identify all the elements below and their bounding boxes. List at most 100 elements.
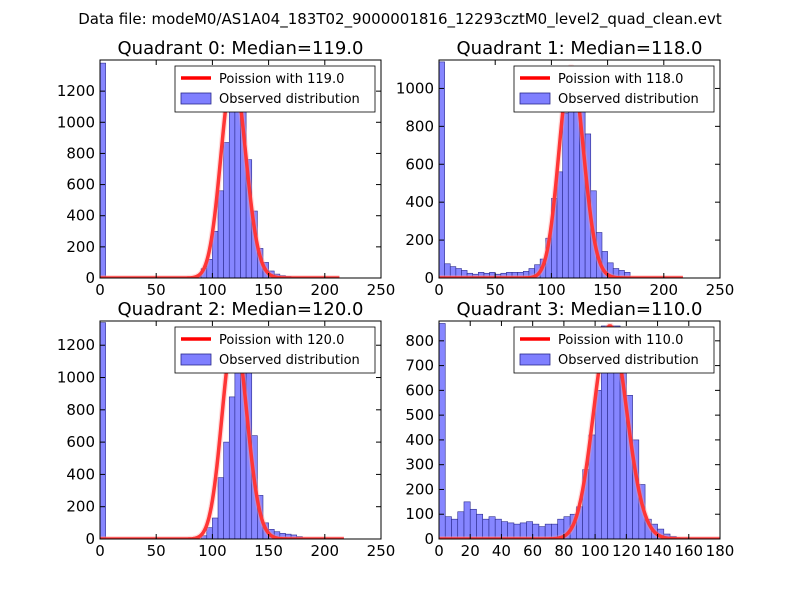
x-tick-label: 100 [198, 281, 227, 299]
legend-bar-swatch [180, 92, 212, 105]
histogram-bar [223, 142, 230, 278]
y-tick-label: 0 [424, 530, 434, 548]
histogram-bar [463, 501, 471, 539]
x-tick-label: 50 [147, 542, 166, 560]
subplot-2: Quadrant 2: Median=120.0 0 50 100 150 200 250 0… [57, 299, 396, 560]
histogram-bar [223, 441, 230, 539]
x-tick-label: 160 [674, 542, 703, 560]
histogram-bar [562, 112, 569, 278]
y-tick-label: 1200 [57, 82, 95, 100]
legend-label-observed: Observed distribution [219, 353, 360, 368]
y-tick-label: 800 [66, 144, 95, 162]
subplot-title: Quadrant 1: Median=118.0 [457, 38, 703, 59]
y-tick-label: 400 [66, 465, 95, 483]
histogram-bar [439, 61, 445, 278]
poisson-curve [439, 65, 684, 278]
y-tick-label: 600 [66, 433, 95, 451]
x-tick-label: 150 [593, 281, 622, 299]
x-tick-label: 100 [581, 542, 610, 560]
figure-title: Data file: modeM0/AS1A04_183T02_90000018… [78, 10, 722, 29]
x-tick-label: 60 [523, 542, 542, 560]
histogram-bar [476, 513, 484, 539]
x-tick-label: 250 [367, 281, 396, 299]
histogram-bar [457, 511, 465, 539]
x-tick-label: 200 [310, 281, 339, 299]
legend-label-poisson: Poission with 120.0 [219, 333, 344, 348]
subplot-0: Quadrant 0: Median=119.0 0 50 100 150 200 250 0… [57, 38, 396, 299]
x-tick-label: 50 [486, 281, 505, 299]
y-tick-label: 300 [405, 456, 434, 474]
legend-bar-swatch [519, 92, 551, 105]
y-tick-label: 800 [405, 117, 434, 135]
legend-label-observed: Observed distribution [558, 92, 699, 107]
subplots: Quadrant 0: Median=119.00 50 100 150 200 2500… [57, 38, 735, 560]
y-tick-label: 500 [405, 406, 434, 424]
legend-label-poisson: Poission with 110.0 [558, 333, 683, 348]
y-tick-label: 0 [424, 269, 434, 287]
y-tick-label: 1000 [57, 113, 95, 131]
x-tick-label: 0 [434, 281, 444, 299]
x-tick-label: 0 [95, 542, 105, 560]
y-tick-label: 0 [85, 530, 95, 548]
legend: Poission with 110.0 Observed distribution [513, 326, 715, 374]
legend: Poission with 118.0 Observed distribution [513, 65, 715, 113]
y-tick-label: 200 [405, 480, 434, 498]
x-tick-label: 100 [198, 542, 227, 560]
legend-label-observed: Observed distribution [219, 92, 360, 107]
y-tick-label: 700 [405, 357, 434, 375]
histogram-bar [212, 517, 219, 539]
legend-label-poisson: Poission with 119.0 [219, 72, 344, 87]
subplot-title: Quadrant 3: Median=110.0 [457, 299, 703, 320]
axes-frame [438, 59, 721, 279]
subplot-1: Quadrant 1: Median=118.0 0 50 100 150 200 250 0… [396, 38, 735, 299]
histogram-bar [217, 477, 224, 539]
histogram-bar [228, 101, 236, 278]
y-tick-label: 100 [405, 505, 434, 523]
x-tick-label: 200 [310, 542, 339, 560]
histogram-bar [228, 396, 236, 539]
subplot-title: Quadrant 0: Median=119.0 [118, 38, 364, 59]
y-tick-label: 200 [405, 231, 434, 249]
subplot-3: Quadrant 3: Median=110.00 20 40 60 80 100 120 1… [405, 299, 734, 560]
y-tick-label: 200 [66, 498, 95, 516]
x-tick-label: 50 [147, 281, 166, 299]
histogram-bar [469, 508, 477, 539]
legend-bar-swatch [180, 353, 212, 366]
histogram-bar [439, 323, 446, 539]
histogram-bar [444, 516, 452, 539]
x-tick-label: 20 [461, 542, 480, 560]
y-tick-label: 400 [405, 193, 434, 211]
axes-frame [99, 320, 382, 540]
y-tick-label: 800 [66, 401, 95, 419]
x-tick-label: 150 [254, 281, 283, 299]
poisson-curve [100, 70, 341, 278]
legend-bar-swatch [519, 353, 551, 366]
x-tick-label: 100 [537, 281, 566, 299]
y-tick-label: 600 [405, 155, 434, 173]
poisson-curve-glow [100, 69, 340, 278]
y-tick-label: 600 [66, 176, 95, 194]
y-tick-label: 400 [66, 207, 95, 225]
legend-label-observed: Observed distribution [558, 353, 699, 368]
axes-frame [99, 59, 382, 279]
poisson-curve [100, 330, 345, 539]
x-tick-label: 80 [554, 542, 573, 560]
subplot-title: Quadrant 2: Median=120.0 [118, 299, 364, 320]
x-tick-label: 120 [612, 542, 641, 560]
histogram-bar [624, 272, 631, 278]
y-tick-label: 800 [405, 332, 434, 350]
axes-frame [438, 320, 721, 540]
histogram-bar [488, 516, 496, 539]
poisson-curve-glow [439, 64, 683, 278]
x-tick-label: 180 [706, 542, 735, 560]
poisson-curve-glow [100, 329, 344, 539]
histogram-bar [100, 62, 106, 278]
y-tick-label: 1000 [396, 79, 434, 97]
legend: Poission with 119.0 Observed distribution [174, 65, 376, 113]
x-tick-label: 250 [706, 281, 735, 299]
x-tick-label: 140 [643, 542, 672, 560]
legend: Poission with 120.0 Observed distribution [174, 326, 376, 374]
legend-label-poisson: Poission with 118.0 [558, 72, 683, 87]
x-tick-label: 0 [434, 542, 444, 560]
